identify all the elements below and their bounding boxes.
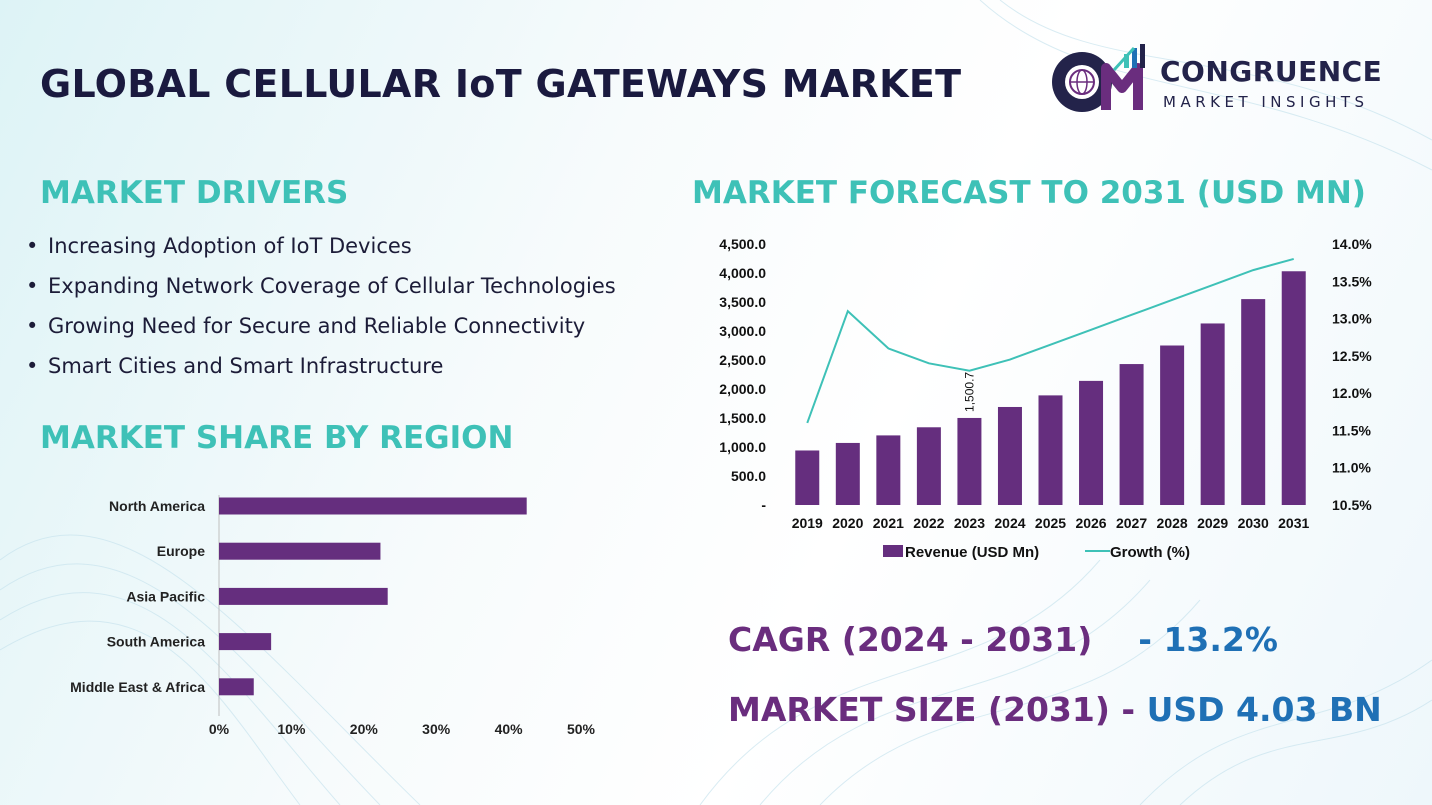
list-item: • Smart Cities and Smart Infrastructure bbox=[26, 350, 616, 390]
forecast-revenue-bar bbox=[1241, 299, 1266, 505]
forecast-x-tick-label: 2020 bbox=[832, 515, 863, 531]
list-item: • Increasing Adoption of IoT Devices bbox=[26, 230, 616, 270]
region-bar bbox=[219, 633, 272, 651]
region-x-tick-label: 20% bbox=[350, 721, 379, 737]
forecast-right-tick-label: 12.0% bbox=[1332, 385, 1372, 401]
forecast-revenue-bar bbox=[1038, 395, 1063, 505]
forecast-chart: - 500.0 1,000.0 1,500.0 2,000.0 2,500.0 3,000.… bbox=[719, 236, 1372, 561]
forecast-revenue-bar bbox=[1281, 271, 1306, 505]
forecast-right-tick-label: 11.5% bbox=[1332, 422, 1371, 438]
forecast-revenue-bar bbox=[835, 442, 860, 505]
region-share-chart: North America Europe Asia Pacific South Ame… bbox=[70, 495, 596, 737]
forecast-revenue-bar bbox=[1200, 323, 1225, 505]
forecast-left-tick-label: 3,000.0 bbox=[719, 323, 766, 339]
forecast-x-tick-label: 2026 bbox=[1075, 515, 1106, 531]
forecast-x-tick-label: 2029 bbox=[1197, 515, 1228, 531]
forecast-revenue-bar bbox=[1079, 380, 1104, 505]
forecast-x-tick-label: 2023 bbox=[954, 515, 985, 531]
drivers-list: • Increasing Adoption of IoT Devices • Exp… bbox=[26, 230, 616, 390]
bullet-icon: • bbox=[26, 274, 39, 298]
forecast-x-tick-label: 2028 bbox=[1157, 515, 1188, 531]
brand-name: CONGRUENCE bbox=[1160, 55, 1383, 88]
cagr-value: - 13.2% bbox=[1138, 620, 1278, 659]
forecast-left-tick-label: 4,000.0 bbox=[719, 265, 766, 281]
cagr-label: CAGR (2024 - 2031) bbox=[728, 620, 1093, 659]
list-item: • Growing Need for Secure and Reliable Co… bbox=[26, 310, 616, 350]
market-size-separator: - bbox=[1109, 690, 1147, 729]
forecast-revenue-bar bbox=[1119, 364, 1144, 505]
legend-revenue-label: Revenue (USD Mn) bbox=[905, 544, 1039, 561]
region-bar bbox=[219, 678, 254, 696]
forecast-right-tick-label: 14.0% bbox=[1332, 236, 1372, 252]
drivers-heading: MARKET DRIVERS bbox=[40, 175, 349, 211]
forecast-x-tick-label: 2031 bbox=[1278, 515, 1309, 531]
region-x-tick-label: 40% bbox=[495, 721, 524, 737]
region-bar bbox=[219, 497, 527, 515]
brand-logo bbox=[1044, 40, 1156, 116]
forecast-right-tick-label: 12.5% bbox=[1332, 348, 1372, 364]
forecast-left-tick-label: 1,000.0 bbox=[719, 439, 766, 455]
forecast-x-tick-label: 2021 bbox=[873, 515, 904, 531]
legend-revenue-swatch bbox=[883, 545, 903, 557]
forecast-x-tick-label: 2027 bbox=[1116, 515, 1147, 531]
forecast-heading: MARKET FORECAST TO 2031 (USD MN) bbox=[692, 175, 1366, 211]
region-category-label: North America bbox=[109, 498, 205, 514]
region-x-tick-label: 50% bbox=[567, 721, 596, 737]
forecast-right-tick-label: 11.0% bbox=[1332, 460, 1371, 476]
region-x-tick-label: 10% bbox=[277, 721, 306, 737]
forecast-data-label: 1,500.7 bbox=[962, 372, 976, 412]
region-bar bbox=[219, 542, 381, 560]
forecast-x-tick-label: 2024 bbox=[994, 515, 1025, 531]
market-size-stat: MARKET SIZE (2031) - USD 4.03 BN bbox=[728, 690, 1382, 729]
bullet-icon: • bbox=[26, 314, 39, 338]
forecast-left-tick-label: 1,500.0 bbox=[719, 410, 766, 426]
list-item: • Expanding Network Coverage of Cellular … bbox=[26, 270, 616, 310]
forecast-growth-line bbox=[806, 257, 1294, 424]
market-size-label: MARKET SIZE (2031) bbox=[728, 690, 1110, 729]
bullet-icon: • bbox=[26, 354, 39, 378]
forecast-revenue-bar bbox=[1160, 345, 1185, 505]
forecast-left-tick-label: 500.0 bbox=[731, 468, 766, 484]
page-title: GLOBAL CELLULAR IoT GATEWAYS MARKET bbox=[40, 62, 962, 106]
cagr-stat: CAGR (2024 - 2031) - 13.2% bbox=[728, 620, 1278, 659]
region-category-label: South America bbox=[107, 634, 205, 650]
legend-growth-label: Growth (%) bbox=[1110, 544, 1190, 561]
forecast-x-tick-label: 2030 bbox=[1238, 515, 1269, 531]
bullet-icon: • bbox=[26, 234, 39, 258]
forecast-right-tick-label: 13.0% bbox=[1332, 311, 1372, 327]
brand-tagline: MARKET INSIGHTS bbox=[1163, 93, 1369, 111]
forecast-revenue-bar bbox=[795, 450, 820, 505]
region-category-label: Asia Pacific bbox=[126, 588, 205, 604]
forecast-right-tick-label: 10.5% bbox=[1332, 497, 1372, 513]
region-bar bbox=[219, 587, 388, 605]
region-category-label: Europe bbox=[157, 543, 205, 559]
market-size-value: USD 4.03 BN bbox=[1146, 690, 1382, 729]
forecast-right-tick-label: 13.5% bbox=[1332, 273, 1372, 289]
forecast-left-tick-label: 3,500.0 bbox=[719, 294, 766, 310]
forecast-revenue-bar bbox=[876, 435, 901, 505]
forecast-revenue-bar bbox=[957, 417, 982, 505]
forecast-revenue-bar bbox=[997, 406, 1022, 505]
logo-mark-icon bbox=[1052, 44, 1145, 112]
forecast-left-tick-label: 4,500.0 bbox=[719, 236, 766, 252]
forecast-x-tick-label: 2025 bbox=[1035, 515, 1066, 531]
region-category-label: Middle East & Africa bbox=[70, 679, 205, 695]
forecast-left-tick-label: - bbox=[761, 497, 766, 513]
forecast-left-tick-label: 2,500.0 bbox=[719, 352, 766, 368]
forecast-left-tick-label: 2,000.0 bbox=[719, 381, 766, 397]
forecast-x-tick-label: 2022 bbox=[913, 515, 944, 531]
region-x-tick-label: 30% bbox=[422, 721, 451, 737]
forecast-revenue-bar bbox=[916, 427, 941, 505]
region-heading: MARKET SHARE BY REGION bbox=[40, 420, 514, 456]
forecast-x-tick-label: 2019 bbox=[792, 515, 823, 531]
region-x-tick-label: 0% bbox=[209, 721, 230, 737]
